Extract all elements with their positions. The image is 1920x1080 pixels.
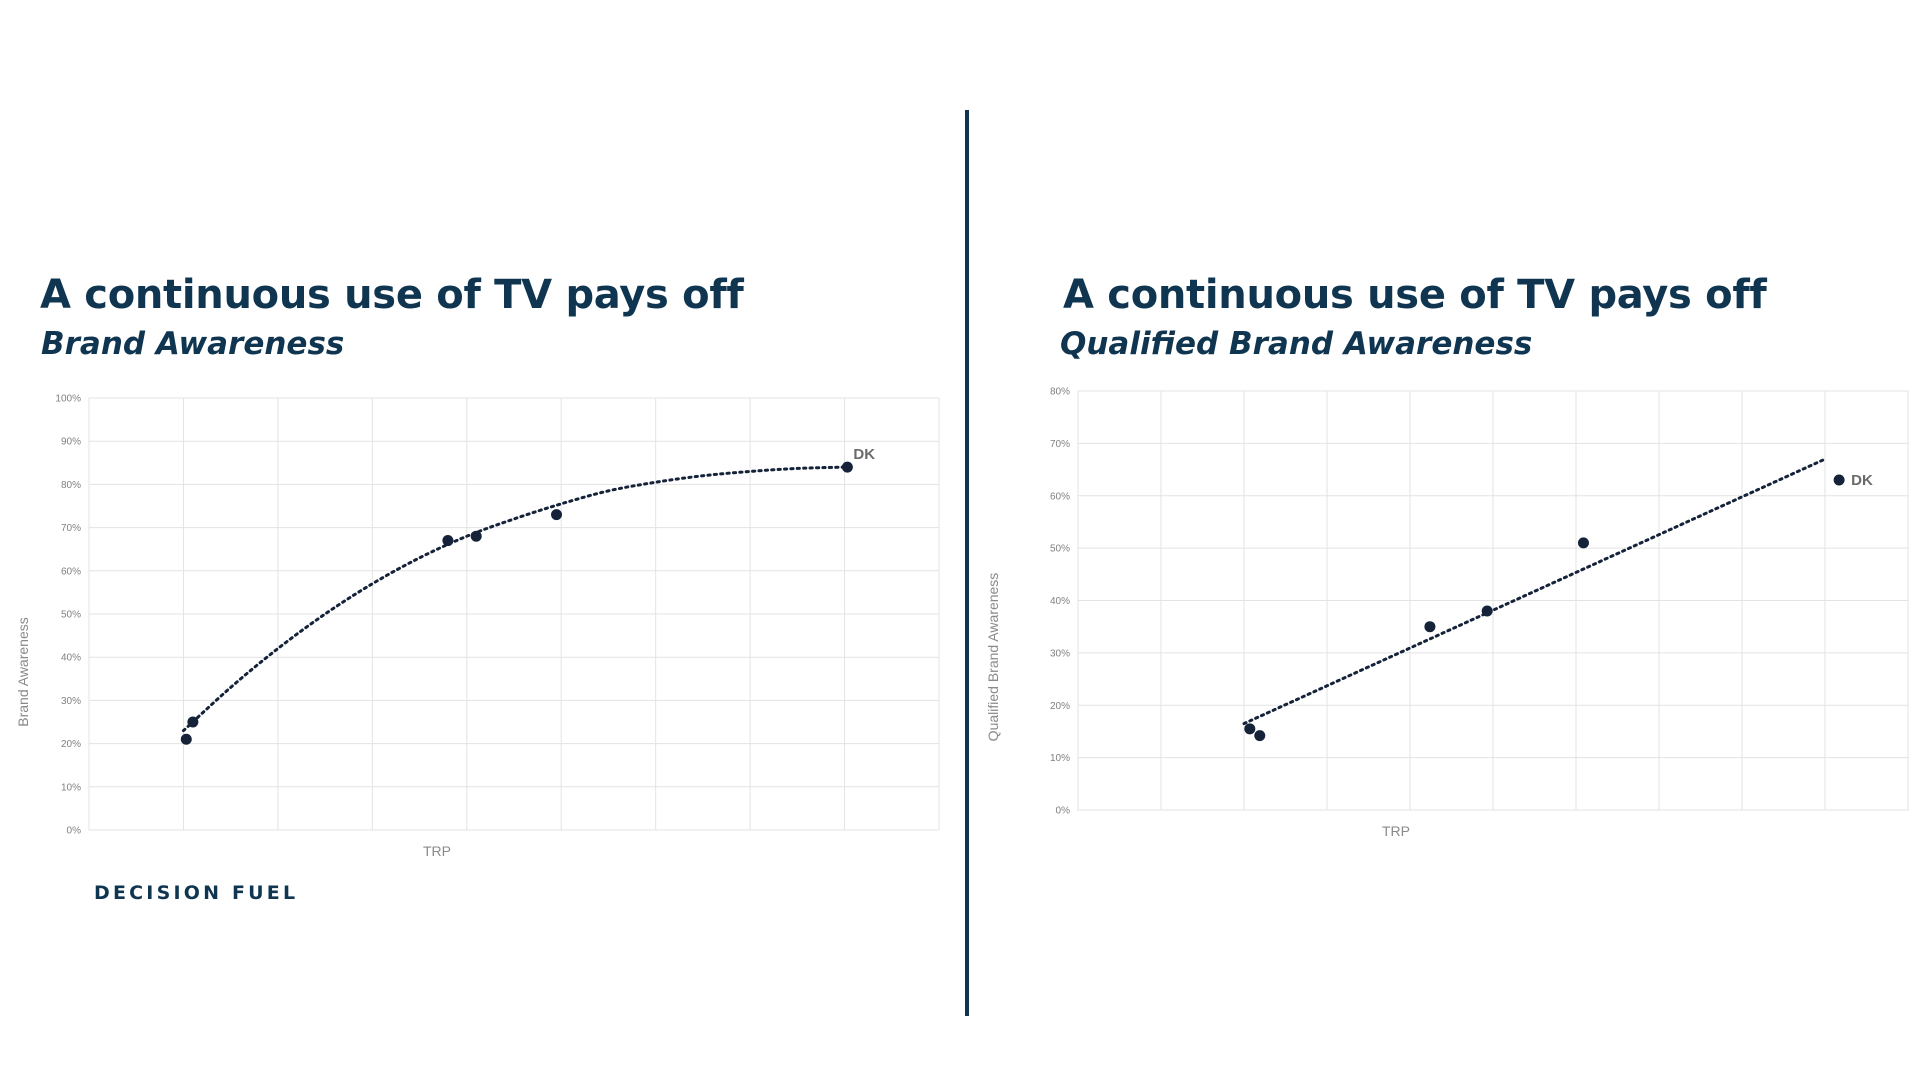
y-axis-title: Qualified Brand Awareness xyxy=(985,573,1001,742)
data-point xyxy=(187,716,199,728)
y-tick-label: 80% xyxy=(1050,387,1070,398)
decision-fuel-logo: DECISION FUEL xyxy=(94,882,299,904)
plot-area xyxy=(1077,390,1909,811)
data-point xyxy=(551,509,562,521)
data-point-label: DK xyxy=(1851,472,1873,489)
trendline xyxy=(1242,457,1827,726)
trendline xyxy=(181,465,847,733)
panel-divider xyxy=(965,110,969,1016)
y-tick-label: 10% xyxy=(1050,753,1070,764)
data-point xyxy=(1481,605,1493,617)
y-tick-label: 30% xyxy=(1050,648,1070,659)
y-tick-label: 0% xyxy=(67,826,82,837)
y-axis-title: Brand Awareness xyxy=(15,617,31,726)
x-axis-title: TRP xyxy=(1382,823,1410,839)
right-chart-subtitle: Qualified Brand Awareness xyxy=(1060,326,1533,362)
y-tick-label: 70% xyxy=(61,523,81,534)
y-tick-label: 30% xyxy=(61,696,81,707)
y-tick-label: 50% xyxy=(61,610,81,621)
plot-area xyxy=(88,397,940,831)
y-tick-label: 40% xyxy=(61,653,81,664)
x-axis-title: TRP xyxy=(423,843,451,859)
y-tick-label: 60% xyxy=(61,566,81,577)
left-chart-subtitle: Brand Awareness xyxy=(41,326,345,362)
y-tick-label: 90% xyxy=(61,437,81,448)
y-tick-label: 60% xyxy=(1050,491,1070,502)
data-point xyxy=(180,733,192,745)
y-tick-label: 50% xyxy=(1050,544,1070,555)
data-point xyxy=(470,530,482,542)
data-point xyxy=(1833,474,1845,486)
brand-awareness-chart: 0% 10% 20% 30% 40% 50% 60% 70% 80% 90% 100% TRP Bran… xyxy=(15,394,940,859)
y-tick-label: 10% xyxy=(61,782,81,793)
data-point xyxy=(841,461,853,473)
y-tick-label: 20% xyxy=(1050,701,1070,712)
left-chart-title: A continuous use of TV pays off xyxy=(40,272,744,318)
data-point xyxy=(1244,723,1256,735)
y-tick-label: 80% xyxy=(61,480,81,491)
data-point xyxy=(1577,537,1589,549)
qualified-brand-awareness-chart: 0% 10% 20% 30% 40% 50% 60% 70% 80% TRP Qualified B… xyxy=(985,387,1909,839)
data-point xyxy=(1424,621,1436,633)
data-point xyxy=(442,535,454,547)
y-tick-label: 20% xyxy=(61,739,81,750)
y-tick-label: 70% xyxy=(1050,439,1070,450)
data-point xyxy=(1254,730,1266,742)
y-tick-label: 100% xyxy=(55,394,81,405)
y-tick-label: 40% xyxy=(1050,596,1070,607)
right-chart-title: A continuous use of TV pays off xyxy=(1063,272,1767,318)
y-tick-label: 0% xyxy=(1056,806,1071,817)
data-point-label: DK xyxy=(853,446,875,463)
